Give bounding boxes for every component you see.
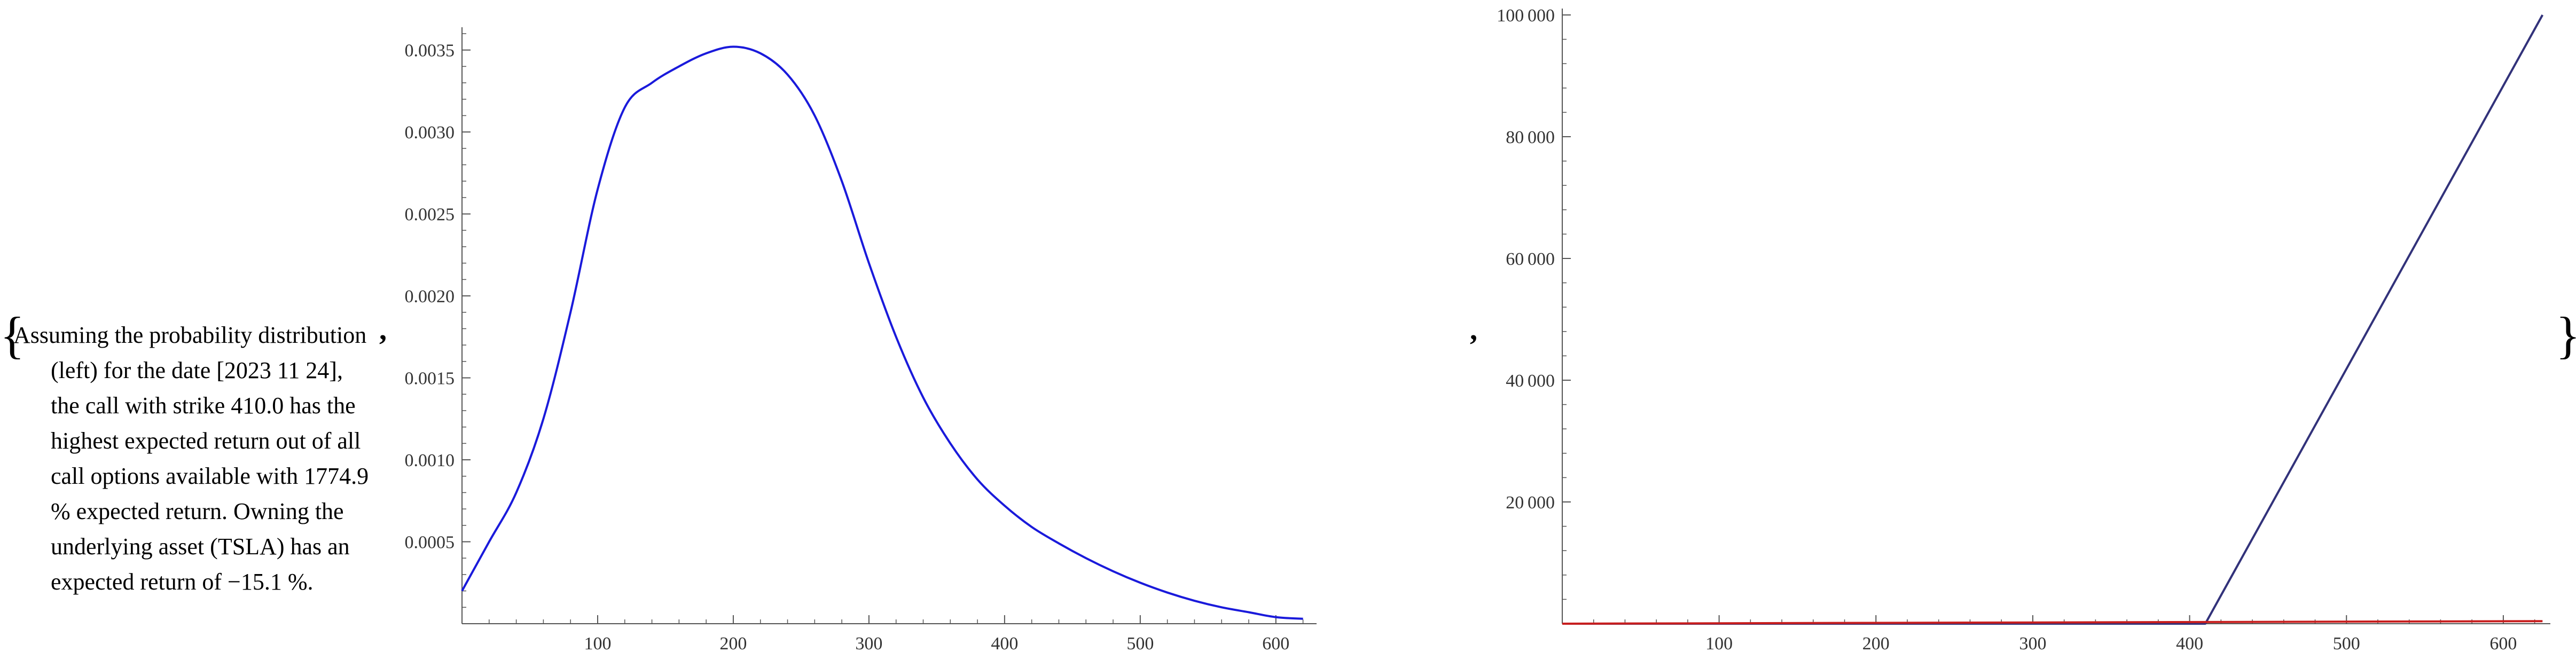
- y-tick-label: 0.0005: [405, 533, 455, 553]
- description-line: (left) for the date [2023 11 24],: [51, 357, 343, 383]
- expected-payoff-chart: 100 200 300 400 500 600 20 000 40 000 60 000 80 0…: [1497, 6, 2550, 652]
- probability-density-chart: 100 200 300 400 500 600 0.0005 0.0010 0.0015 0.00…: [405, 27, 1317, 652]
- y-tick-label: 40 000: [1506, 371, 1555, 391]
- series-line: [1562, 14, 2544, 625]
- x-tick-label: 100: [1705, 634, 1733, 652]
- list-separator: ,: [379, 313, 387, 347]
- y-tick-label: 20 000: [1506, 493, 1555, 513]
- description-line: Assuming the probability distribution: [13, 322, 367, 348]
- y-tick-label: 0.0030: [405, 123, 455, 143]
- open-brace: {: [0, 307, 25, 364]
- x-tick-label: 600: [2489, 634, 2517, 652]
- x-tick-label: 100: [584, 634, 611, 652]
- y-tick-label: 80 000: [1506, 128, 1555, 147]
- x-tick-label: 600: [1262, 634, 1289, 652]
- x-tick-label: 300: [855, 634, 882, 652]
- y-tick-label: 0.0020: [405, 287, 455, 307]
- description-line: the call with strike 410.0 has the: [51, 392, 356, 419]
- y-tick-label: 0.0035: [405, 41, 455, 61]
- close-brace: }: [2556, 310, 2576, 361]
- x-tick-label: 500: [2333, 634, 2360, 652]
- x-tick-label: 200: [719, 634, 747, 652]
- series-line: [1562, 620, 2543, 625]
- y-tick-label: 0.0025: [405, 205, 455, 225]
- y-tick-label: 100 000: [1497, 6, 1555, 26]
- x-tick-label: 200: [1862, 634, 1890, 652]
- description-line: underlying asset (TSLA) has an: [51, 533, 350, 560]
- description-line: highest expected return out of all: [51, 428, 361, 454]
- description-line: call options available with 1774.9: [51, 463, 369, 489]
- y-tick-label: 60 000: [1506, 249, 1555, 269]
- description-line: expected return of −15.1 %.: [51, 569, 314, 595]
- x-tick-label: 300: [2019, 634, 2046, 652]
- result-description: Assuming the probability distribution (l…: [13, 318, 382, 600]
- y-tick-label: 0.0010: [405, 451, 455, 470]
- x-tick-label: 400: [991, 634, 1018, 652]
- list-separator: ,: [1470, 313, 1477, 347]
- x-tick-label: 400: [2176, 634, 2203, 652]
- x-tick-label: 500: [1126, 634, 1154, 652]
- y-tick-label: 0.0015: [405, 369, 455, 389]
- description-line: % expected return. Owning the: [51, 498, 344, 524]
- series-line: [461, 45, 1303, 620]
